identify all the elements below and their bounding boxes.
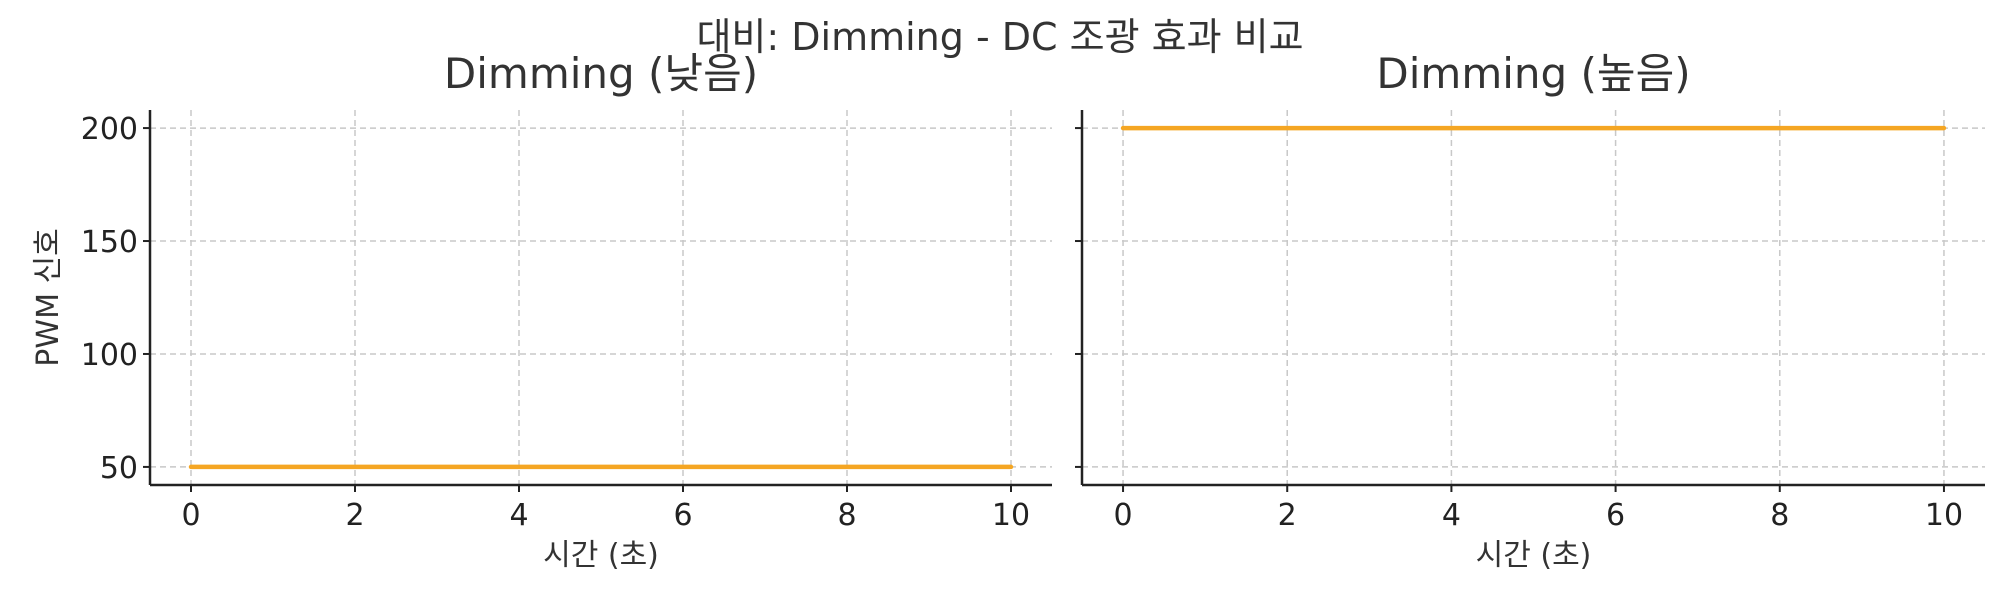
subplot-title: Dimming (높음) [1376,49,1690,98]
x-tick-label: 4 [1442,498,1461,533]
x-tick-label: 4 [509,498,528,533]
subplot-title: Dimming (낮음) [444,49,758,98]
x-tick-label: 6 [673,498,692,533]
y-tick-label: 100 [81,338,138,373]
y-tick-label: 200 [81,112,138,147]
x-axis-label: 시간 (초) [543,538,659,573]
x-axis-label: 시간 (초) [1476,538,1592,573]
y-axis-label: PWM 신호 [31,228,66,366]
y-tick-label: 50 [100,451,138,486]
x-tick-label: 8 [1770,498,1789,533]
figure-title: 대비: Dimming - DC 조광 효과 비교 [696,15,1304,59]
x-tick-label: 2 [1278,498,1297,533]
x-tick-label: 0 [1113,498,1132,533]
y-tick-label: 150 [81,225,138,260]
x-tick-label: 10 [992,498,1030,533]
x-tick-label: 8 [837,498,856,533]
x-tick-label: 6 [1606,498,1625,533]
x-tick-label: 10 [1925,498,1963,533]
x-tick-label: 0 [181,498,200,533]
x-tick-label: 2 [345,498,364,533]
